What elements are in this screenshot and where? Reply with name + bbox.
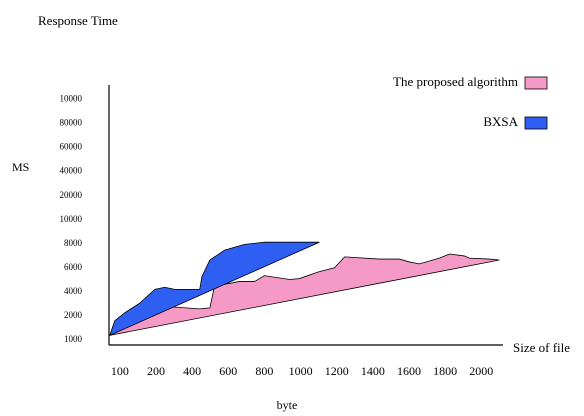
y-tick-label: 10000 bbox=[60, 94, 83, 104]
y-tick-label: 2000 bbox=[64, 310, 83, 320]
legend-label: BXSA bbox=[483, 114, 518, 129]
area bbox=[109, 241, 320, 337]
y-tick-label: 6000 bbox=[64, 262, 83, 272]
x-axis-end-label: Size of file bbox=[513, 340, 570, 355]
x-tick-label: 1600 bbox=[397, 364, 421, 378]
y-tick-label: 10000 bbox=[60, 214, 83, 224]
y-tick-label: 20000 bbox=[60, 190, 83, 200]
x-tick-label: 1800 bbox=[433, 364, 457, 378]
x-tick-label: 2000 bbox=[469, 364, 493, 378]
x-tick-label: 1000 bbox=[289, 364, 313, 378]
legend-label: The proposed algorithm bbox=[393, 74, 518, 89]
legend-swatch bbox=[524, 116, 548, 130]
y-tick-label: 1000 bbox=[64, 334, 83, 344]
x-tick-label: 200 bbox=[147, 364, 165, 378]
chart-title: Response Time bbox=[38, 13, 118, 28]
y-tick-label: 60000 bbox=[60, 142, 83, 152]
x-tick-label: 600 bbox=[219, 364, 237, 378]
y-axis-label: MS bbox=[12, 160, 29, 174]
y-tick-label: 8000 bbox=[64, 238, 83, 248]
x-tick-label: 100 bbox=[111, 364, 129, 378]
y-tick-label: 4000 bbox=[64, 286, 83, 296]
legend-swatch bbox=[524, 76, 548, 90]
x-axis-label: byte bbox=[277, 398, 298, 412]
x-tick-label: 800 bbox=[255, 364, 273, 378]
x-tick-label: 1400 bbox=[361, 364, 385, 378]
area bbox=[109, 253, 500, 336]
y-tick-label: 40000 bbox=[60, 166, 83, 176]
x-tick-label: 1200 bbox=[325, 364, 349, 378]
y-tick-label: 80000 bbox=[60, 118, 83, 128]
x-tick-label: 400 bbox=[183, 364, 201, 378]
